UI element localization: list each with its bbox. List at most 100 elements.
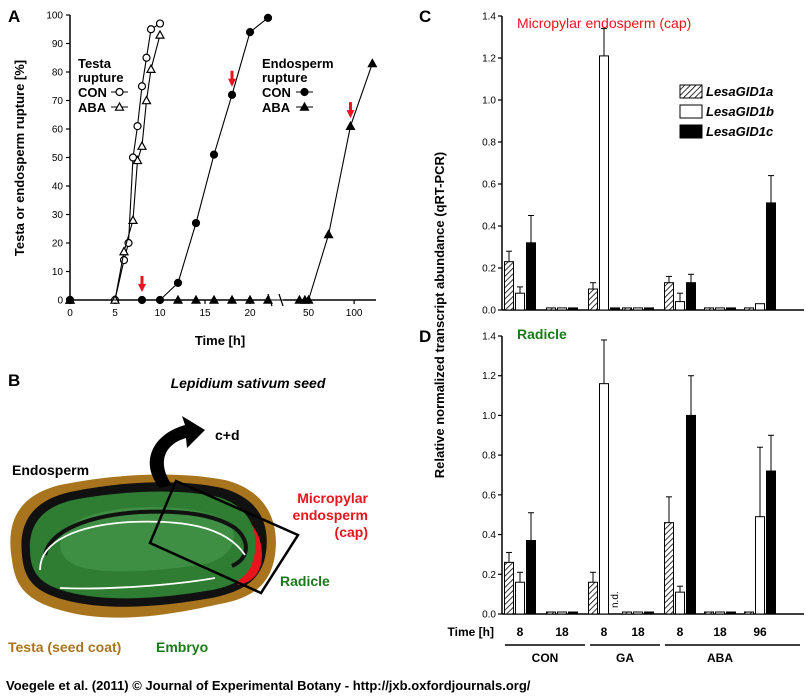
panel-a-data-point [191, 218, 201, 228]
vasculature-line [39, 520, 246, 571]
panel-a-y-tick-label: 20 [52, 239, 64, 250]
panel-b-letter: B [8, 371, 20, 390]
group-label: CON [532, 651, 559, 665]
panel-c-bar [633, 307, 643, 311]
time-tick-label: 18 [631, 625, 645, 639]
panel-a-data-point [64, 294, 76, 304]
legend-swatch [679, 84, 703, 99]
panel-a-y-tick-label: 70 [52, 96, 64, 107]
panel-d-bar [644, 611, 654, 615]
panel-a-data-point [172, 294, 184, 304]
legend-marker [299, 101, 310, 111]
panel-a-y-tick-label: 90 [52, 39, 64, 50]
embryo-label: Embryo [156, 639, 208, 655]
cd-label: c+d [215, 427, 240, 443]
panel-c-bar [557, 307, 567, 311]
panel-a-data-point [118, 246, 130, 256]
panel-a-data-point [127, 214, 139, 224]
legend-gene-label: LesaGID1b [706, 104, 774, 119]
panel-d-y-tick-label: 1.4 [482, 332, 496, 343]
panel-c-bar [755, 303, 765, 311]
legend-gene-label: LesaGID1a [706, 84, 773, 99]
panel-a-letter: A [8, 7, 20, 26]
panel-d-y-tick-label: 1.0 [482, 411, 496, 422]
bar-shared-axis: Relative normalized transcript abundance… [432, 152, 800, 665]
panel-d-y-tick-label: 0.8 [482, 451, 496, 462]
curved-arrow-icon [149, 416, 205, 488]
panel-d-y-tick-label: 0.6 [482, 490, 496, 501]
legend-marker [114, 101, 125, 111]
legend-testa-title: rupture [78, 70, 124, 85]
panel-d-bar [504, 561, 514, 615]
legend-testa-title: Testa [78, 56, 112, 71]
panel-a-y-tick-label: 100 [46, 11, 63, 22]
panel-c-y-tick-label: 1.2 [482, 54, 496, 65]
panel-c-bar [704, 307, 714, 311]
panel-c-bar [644, 307, 654, 311]
panel-a-data-point [141, 95, 152, 105]
panel-c-bar [726, 307, 736, 311]
panel-d-y-tick-label: 0.2 [482, 570, 496, 581]
panel-c-bar [610, 307, 620, 311]
panel-d-bar [755, 516, 765, 615]
panel-d-letter: D [419, 327, 431, 346]
time-tick-label: 18 [713, 625, 727, 639]
panel-a-y-tick-label: 50 [52, 153, 64, 164]
panel-a-y-tick-label: 30 [52, 210, 64, 221]
time-tick-label: 8 [677, 625, 684, 639]
panel-a-data-point [145, 63, 157, 73]
panel-a-data-point [367, 58, 378, 68]
panel-a-data-point [245, 27, 255, 37]
legend-marker [115, 87, 124, 97]
group-label: GA [616, 651, 634, 665]
panel-a-data-point [263, 13, 273, 22]
panel-d-y-tick-label: 0.0 [482, 610, 496, 621]
legend-gene-label: LesaGID1c [706, 124, 774, 139]
legend-endo-title: Endosperm [262, 56, 334, 71]
vasculature-line-2 [59, 577, 216, 590]
panel-d-bar [664, 522, 674, 615]
panel-a-data-point [244, 294, 256, 304]
panel-a-x-tick-label: 100 [346, 308, 363, 319]
panel-a-y-tick-label: 10 [52, 267, 64, 278]
micropylar-label-1: Micropylar [297, 490, 368, 506]
seed-title: Lepidium sativum seed [171, 375, 326, 391]
panel-a-data-point [133, 122, 142, 131]
panel-d-bar [526, 540, 536, 615]
panel-a-series-line [70, 63, 373, 301]
panel-d-bar [588, 581, 598, 615]
panel-a-data-point [132, 155, 143, 165]
time-tick-label: 96 [753, 625, 767, 639]
panel-a-data-point [209, 150, 219, 159]
panel-a-x-tick-label: 10 [154, 308, 166, 319]
red-arrow-icon [228, 70, 236, 87]
panel-a-data-point [142, 53, 151, 62]
radicle-label: Radicle [280, 573, 330, 589]
panel-d-bar [686, 414, 696, 615]
panel-d-bar [546, 611, 556, 615]
panel-a-data-point [173, 278, 183, 287]
panel-a-data-point [227, 90, 237, 99]
panel-c-bar [515, 292, 525, 311]
panel-d-bar [568, 611, 578, 615]
panel-a-data-point [137, 82, 147, 91]
panel-d-y-tick-label: 1.2 [482, 371, 496, 382]
panel-d-bar [744, 611, 754, 615]
panel-c-bar [504, 261, 514, 311]
panel-c-bar [686, 282, 696, 311]
panel-c-y-tick-label: 0.0 [482, 306, 496, 317]
panel-d-bar [557, 611, 567, 615]
panel-d-chart: 0.0 0.2 0.4 0.6 0.8 1.0 1.2 1.4 Radicle n.d. [482, 326, 804, 621]
time-label: Time [h] [448, 625, 494, 639]
panel-a-data-point [323, 229, 334, 239]
panel-a-x-tick-label: 5 [112, 308, 118, 319]
red-arrow-icon [346, 102, 355, 119]
panel-a-chart: 0 10 20 30 40 50 60 70 80 90 100 0 5 10 15 20 50 100 Time … [12, 11, 378, 348]
not-detected-annotation: n.d. [610, 591, 621, 608]
panel-b-diagram: Lepidium sativum seed c+d Endosperm Micr… [8, 375, 369, 655]
endosperm-label: Endosperm [12, 462, 89, 478]
panel-d-bar [704, 611, 714, 615]
panel-c-title: Micropylar endosperm (cap) [517, 15, 691, 31]
panel-a-data-point [146, 25, 156, 34]
panel-c-y-tick-label: 0.8 [482, 138, 496, 149]
